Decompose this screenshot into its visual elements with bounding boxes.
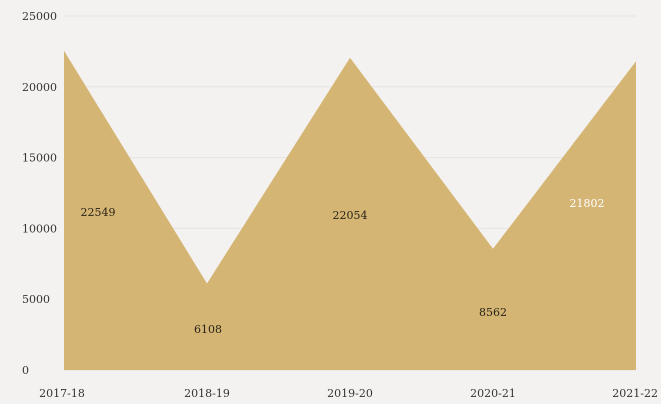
data-label: 6108 (194, 323, 222, 336)
y-tick-label: 20000 (22, 81, 57, 94)
y-axis: 0 5000 10000 15000 20000 25000 (22, 10, 57, 377)
x-axis: 2017-18 2018-19 2019-20 2020-21 2021-22 (39, 387, 658, 400)
y-tick-label: 25000 (22, 10, 57, 23)
data-label: 21802 (570, 197, 605, 210)
x-tick-label: 2017-18 (39, 387, 85, 400)
x-tick-label: 2020-21 (470, 387, 516, 400)
y-tick-label: 15000 (22, 152, 57, 165)
y-tick-label: 0 (22, 364, 29, 377)
data-label: 8562 (479, 306, 507, 319)
x-tick-label: 2018-19 (184, 387, 230, 400)
area-fill (64, 50, 636, 370)
data-label: 22549 (81, 206, 116, 219)
data-label: 22054 (333, 209, 368, 222)
data-labels: 22549 6108 22054 8562 21802 (81, 197, 605, 336)
area-series (63, 50, 637, 370)
y-tick-label: 10000 (22, 222, 57, 235)
y-tick-label: 5000 (22, 293, 50, 306)
x-tick-label: 2021-22 (612, 387, 658, 400)
x-tick-label: 2019-20 (327, 387, 373, 400)
